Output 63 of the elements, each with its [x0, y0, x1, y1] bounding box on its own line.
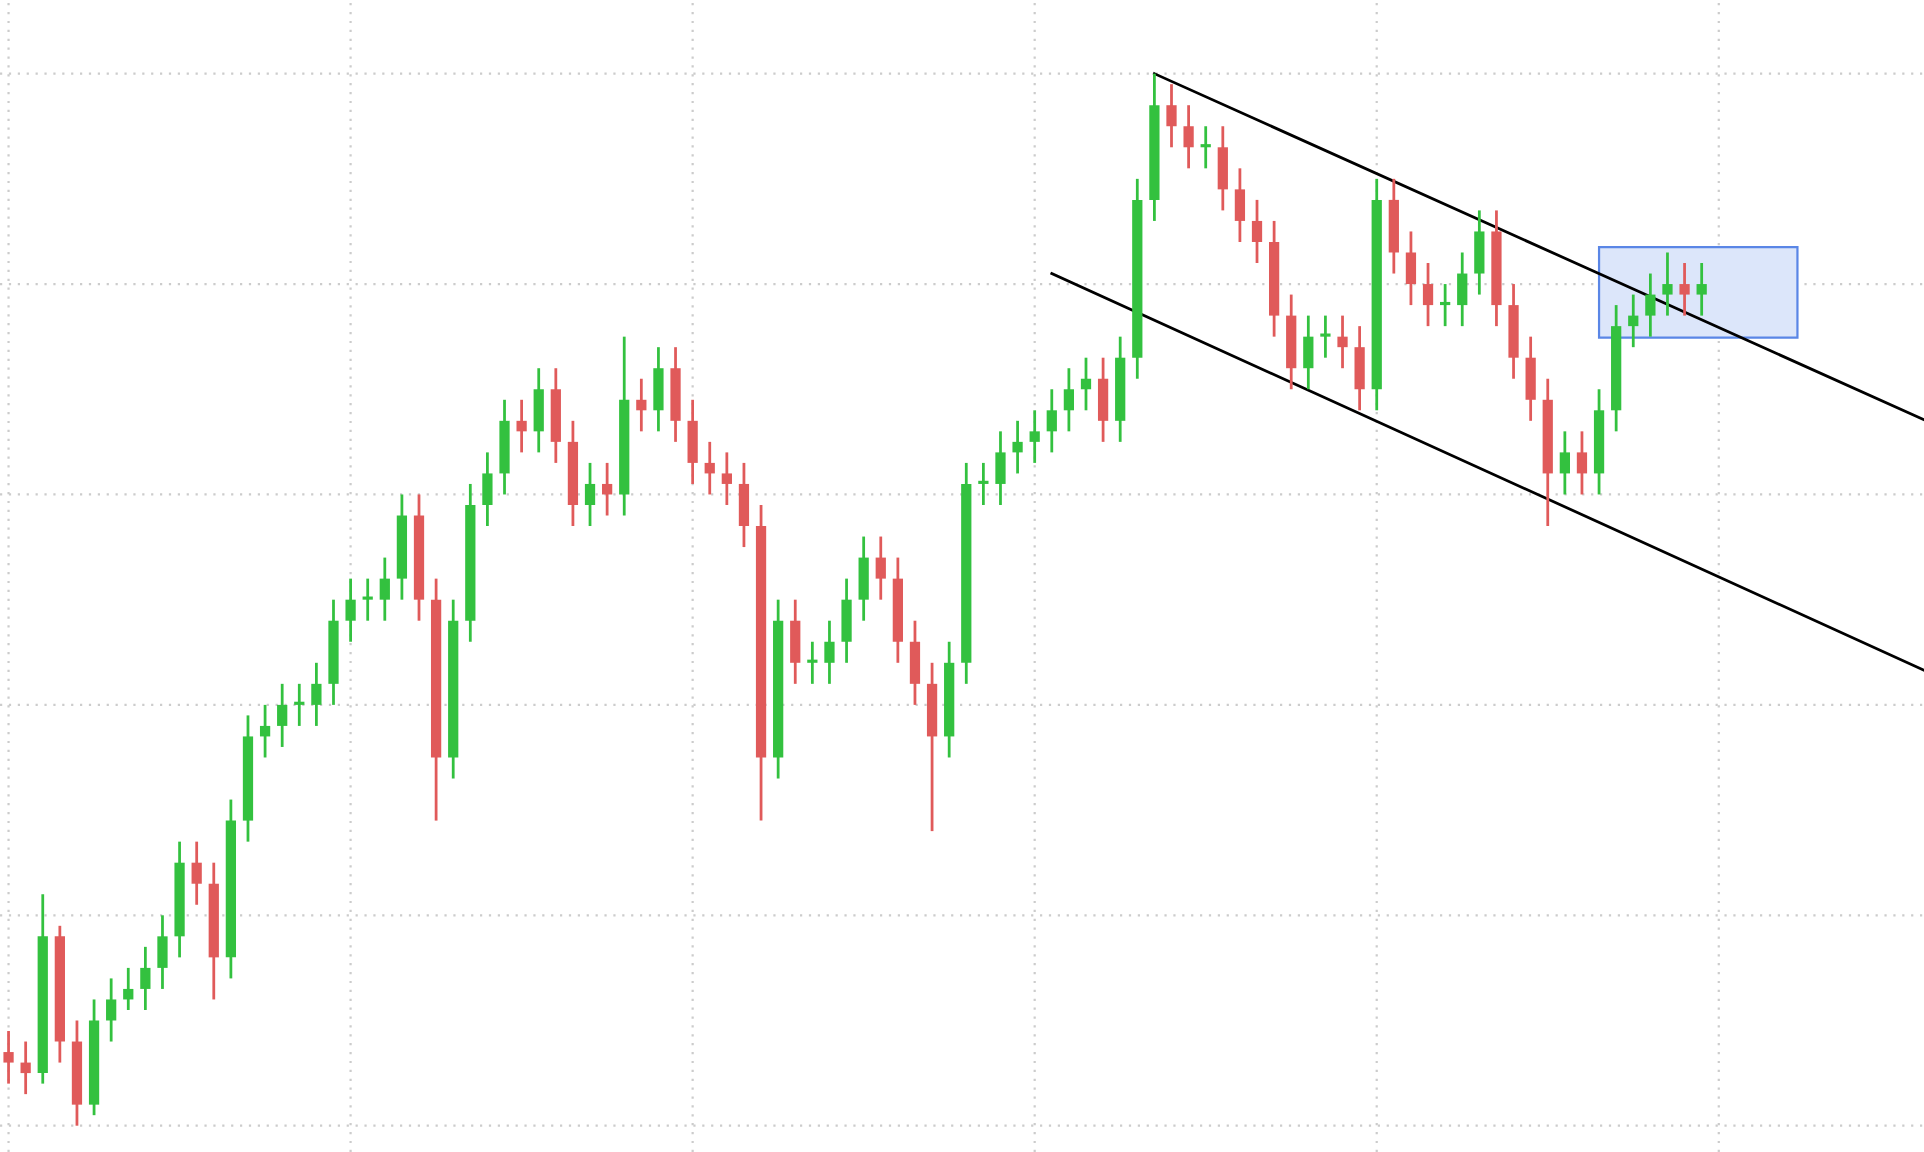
candlestick [20, 1040, 31, 1096]
candlestick [995, 429, 1006, 507]
candlestick [807, 640, 818, 686]
candlestick [1303, 314, 1314, 391]
candlestick [790, 598, 801, 686]
candlestick [1166, 82, 1177, 149]
candlestick [1696, 261, 1707, 318]
candlestick [191, 840, 202, 907]
candlestick [636, 377, 647, 433]
candlestick [362, 577, 373, 623]
candlestick [259, 703, 271, 759]
candlestick [533, 366, 544, 454]
candlestick [584, 461, 596, 528]
candlestick [1337, 314, 1348, 370]
candlestick [1679, 261, 1690, 318]
candlestick [721, 450, 732, 507]
candlestick [1576, 429, 1588, 496]
candlestick [516, 398, 527, 454]
candlestick [140, 945, 151, 1012]
candlestick [1628, 293, 1639, 349]
candlestick [1012, 419, 1023, 475]
candlestick [875, 535, 886, 602]
candlestick [3, 1029, 14, 1086]
candlestick [858, 535, 869, 623]
candlestick [1217, 124, 1228, 212]
candlestick [1200, 124, 1211, 170]
candlestick [1046, 387, 1057, 454]
candlestick [157, 913, 168, 991]
candlestick [123, 966, 134, 1012]
candlestick [602, 461, 613, 517]
candlestick [277, 682, 288, 749]
candlestick [1457, 251, 1468, 328]
candlestick [1440, 282, 1451, 328]
candlestick [909, 619, 921, 707]
candlestick [978, 461, 989, 507]
candlestick [841, 577, 852, 665]
candlestick [345, 577, 356, 644]
candlestick [1422, 261, 1434, 328]
candlestick [1029, 408, 1040, 465]
candlestick [1080, 356, 1092, 412]
candlestick [1234, 166, 1246, 244]
candlestick [482, 450, 493, 528]
candlestick [653, 345, 664, 433]
candlestick [1559, 429, 1570, 496]
candlestick [1525, 335, 1536, 423]
candlestick [1183, 103, 1194, 170]
candlestick [311, 661, 322, 728]
candlestick [294, 682, 305, 728]
candlestick [687, 398, 698, 486]
candlestick [1097, 356, 1109, 444]
candlestick [824, 619, 835, 686]
candlestick [738, 461, 750, 549]
candlestick [1251, 198, 1263, 265]
candlestick [379, 556, 390, 623]
candlestick [1405, 230, 1417, 307]
candlestick [1662, 251, 1673, 318]
candlestick [1063, 366, 1075, 433]
candlestick [1354, 324, 1365, 412]
candlestick [106, 977, 117, 1043]
candlestick [1645, 272, 1656, 339]
candlestick [1474, 209, 1485, 296]
candlestick [1320, 314, 1331, 360]
candlestick [704, 440, 715, 496]
